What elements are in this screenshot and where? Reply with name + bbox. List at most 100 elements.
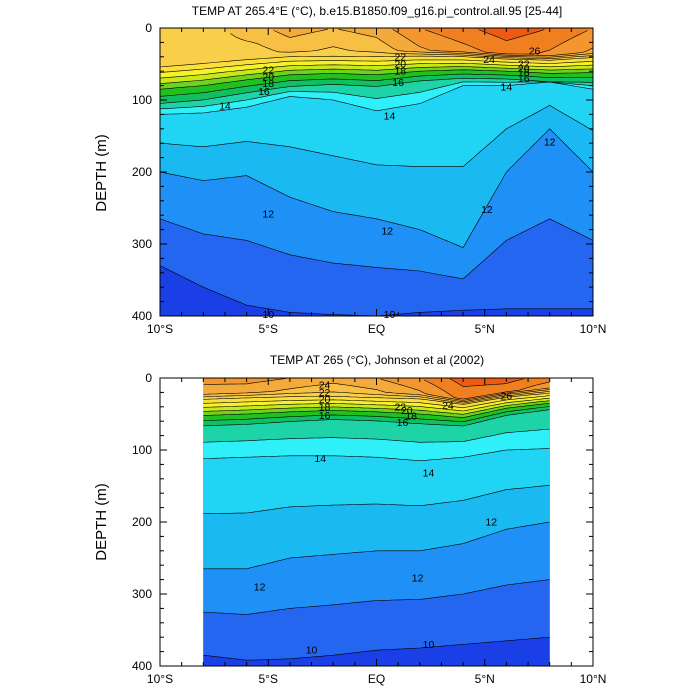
- observed-isotherm-23: [203, 391, 550, 404]
- model-isotherm-19: [160, 66, 593, 84]
- model-isotherm-25: [392, 28, 593, 56]
- model-y-tick-label: 200: [132, 165, 152, 179]
- model-isotherm-24-1: [338, 28, 593, 58]
- model-contour-label: 16: [258, 86, 270, 98]
- model-isotherm-16: [160, 77, 593, 104]
- model-isotherm-23: [230, 33, 593, 60]
- model-isotherm-10: [160, 265, 593, 316]
- model-band-below-10: [160, 265, 593, 316]
- observed-isotherm-14: [203, 448, 550, 462]
- observed-y-tick-label: 300: [132, 587, 152, 601]
- model-contour-label: 14: [219, 100, 231, 112]
- model-isotherm-11: [160, 218, 593, 280]
- observed-isotherm-19: [203, 400, 550, 415]
- observed-temperature-panel: TEMP AT 265 (°C), Johnson et al (2002) D…: [93, 353, 606, 686]
- observed-contour-label: 24: [442, 400, 454, 412]
- observed-x-tick-label: 5°S: [259, 672, 278, 686]
- observed-isotherm-24: [203, 382, 550, 403]
- observed-isotherm-22: [203, 392, 550, 405]
- model-contour-lines: [160, 28, 593, 316]
- observed-contour-label: 22: [394, 401, 406, 413]
- model-y-axis-label: DEPTH (m): [93, 134, 110, 212]
- model-contour-label: 20: [518, 63, 530, 75]
- observed-contour-label: 16: [319, 410, 331, 422]
- model-x-tick-label: 10°S: [147, 322, 173, 336]
- model-contour-label: 18: [394, 66, 406, 78]
- observed-isotherm-20: [203, 397, 550, 412]
- observed-x-tick-label: EQ: [368, 672, 385, 686]
- observed-isotherm-27: [449, 378, 524, 387]
- model-contour-label: 20: [262, 71, 274, 83]
- model-y-tick-label: 400: [132, 309, 152, 323]
- observed-contour-label: 24: [319, 380, 331, 392]
- observed-contour-label: 20: [319, 394, 331, 406]
- observed-isotherm-18: [203, 402, 550, 418]
- observed-isotherm-11: [203, 579, 550, 615]
- observed-contour-label: 22: [319, 387, 331, 399]
- observed-isotherm-26: [423, 379, 550, 400]
- model-isotherm-13: [160, 105, 593, 167]
- model-contour-label: 12: [381, 226, 393, 238]
- observed-y-tick-label: 100: [132, 443, 152, 457]
- model-x-tick-label: EQ: [368, 322, 385, 336]
- observed-contour-label: 14: [423, 468, 435, 480]
- model-isotherm-12: [160, 128, 593, 248]
- observed-isotherm-25: [203, 378, 286, 385]
- observed-isotherm-25-1: [380, 378, 550, 401]
- observed-contour-fills: [203, 378, 550, 666]
- model-contour-label: 10: [384, 309, 396, 321]
- model-temperature-panel: TEMP AT 265.4°E (°C), b.e15.B1850.f09_g1…: [93, 4, 606, 336]
- model-contour-label: 12: [481, 204, 493, 216]
- model-isotherm-17: [160, 73, 593, 97]
- model-x-tick-label: 5°N: [475, 322, 495, 336]
- model-contour-label: 26: [529, 46, 541, 58]
- model-contour-label: 14: [501, 82, 513, 94]
- model-contour-label: 12: [262, 208, 274, 220]
- model-isotherm-27: [479, 29, 545, 42]
- observed-y-tick-label: 400: [132, 659, 152, 673]
- observed-y-axis-label: DEPTH (m): [93, 483, 110, 561]
- observed-contour-label: 10: [423, 639, 435, 651]
- observed-contour-label: 12: [412, 573, 424, 585]
- observed-axes: 10°S 5°S EQ 5°N 10°N 0 100 200 300 400: [132, 371, 606, 686]
- observed-contour-label: 16: [397, 417, 409, 429]
- observed-x-tick-label: 10°S: [147, 672, 173, 686]
- model-isotherm-20: [160, 62, 593, 79]
- model-isotherm-14: [160, 81, 593, 115]
- observed-chart-title: TEMP AT 265 (°C), Johnson et al (2002): [270, 353, 484, 367]
- model-x-tick-label: 5°S: [259, 322, 278, 336]
- observed-contour-label: 12: [254, 581, 266, 593]
- observed-isotherm-12: [203, 521, 550, 570]
- model-contour-label: 22: [394, 51, 406, 63]
- observed-contour-label: 20: [401, 405, 413, 417]
- model-contour-label: 22: [262, 64, 274, 76]
- model-contour-label: 18: [262, 78, 274, 90]
- model-isotherm-18: [160, 69, 593, 90]
- observed-isotherm-10: [203, 636, 550, 661]
- model-isotherm-15: [160, 81, 593, 110]
- observed-contour-label: 10: [306, 645, 318, 657]
- observed-contour-label: 26: [501, 391, 513, 403]
- observed-isotherm-15: [203, 428, 550, 443]
- model-contour-fills: [160, 28, 593, 316]
- model-chart-title: TEMP AT 265.4°E (°C), b.e15.B1850.f09_g1…: [192, 4, 563, 18]
- observed-isotherm-16: [203, 409, 550, 427]
- model-x-tick-label: 10°N: [580, 322, 607, 336]
- model-contour-label: 16: [518, 73, 530, 85]
- model-axes: 10°S 5°S EQ 5°N 10°N 0 100 200 300 400: [132, 21, 606, 336]
- model-contour-label: 18: [518, 67, 530, 79]
- model-contour-label: 20: [394, 59, 406, 71]
- observed-contour-lines: [203, 378, 550, 661]
- model-isotherm-21: [160, 59, 593, 73]
- observed-x-tick-label: 5°N: [475, 672, 495, 686]
- observed-contour-label: 12: [485, 517, 497, 529]
- model-contour-label: 14: [384, 110, 396, 122]
- model-isotherm-22: [160, 55, 593, 68]
- model-contour-label: 24: [483, 54, 495, 66]
- observed-contour-label: 14: [314, 453, 326, 465]
- model-y-tick-label: 300: [132, 237, 152, 251]
